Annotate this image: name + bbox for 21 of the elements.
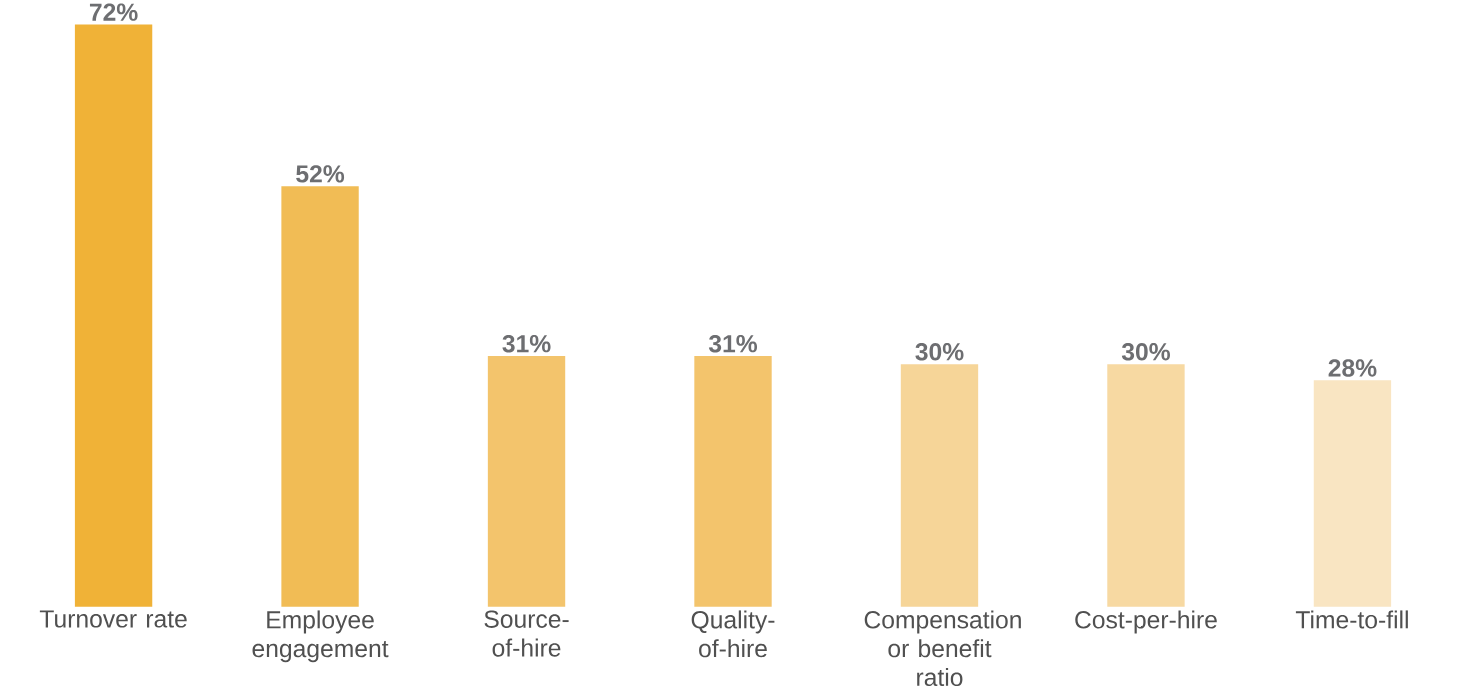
data-label: 52%: [296, 165, 345, 183]
bar: [694, 356, 772, 608]
x-tick-label: Employee engagement: [252, 610, 389, 663]
data-label: 31%: [708, 335, 758, 353]
bar: [487, 356, 566, 608]
bar: [1313, 380, 1392, 608]
bar: [1107, 364, 1185, 608]
x-tick-label: Cost-per-hire: [1075, 610, 1217, 634]
x-tick-label: Quality-of-hire: [691, 610, 775, 658]
data-label: 30%: [915, 343, 964, 361]
bar: [281, 186, 359, 608]
x-tick-label: Source-of-hire: [484, 610, 569, 657]
x-tick-label: Compensation or benefit ratio: [864, 610, 1021, 687]
bar: [74, 24, 153, 608]
data-label: 28%: [1328, 359, 1377, 377]
data-label: 30%: [1121, 343, 1170, 361]
bar: [900, 364, 979, 608]
x-tick-label: Turnover rate: [39, 610, 187, 628]
x-tick-label: Time-to-fill: [1295, 610, 1408, 629]
data-label: 31%: [502, 335, 551, 353]
data-label: 72%: [89, 3, 138, 22]
